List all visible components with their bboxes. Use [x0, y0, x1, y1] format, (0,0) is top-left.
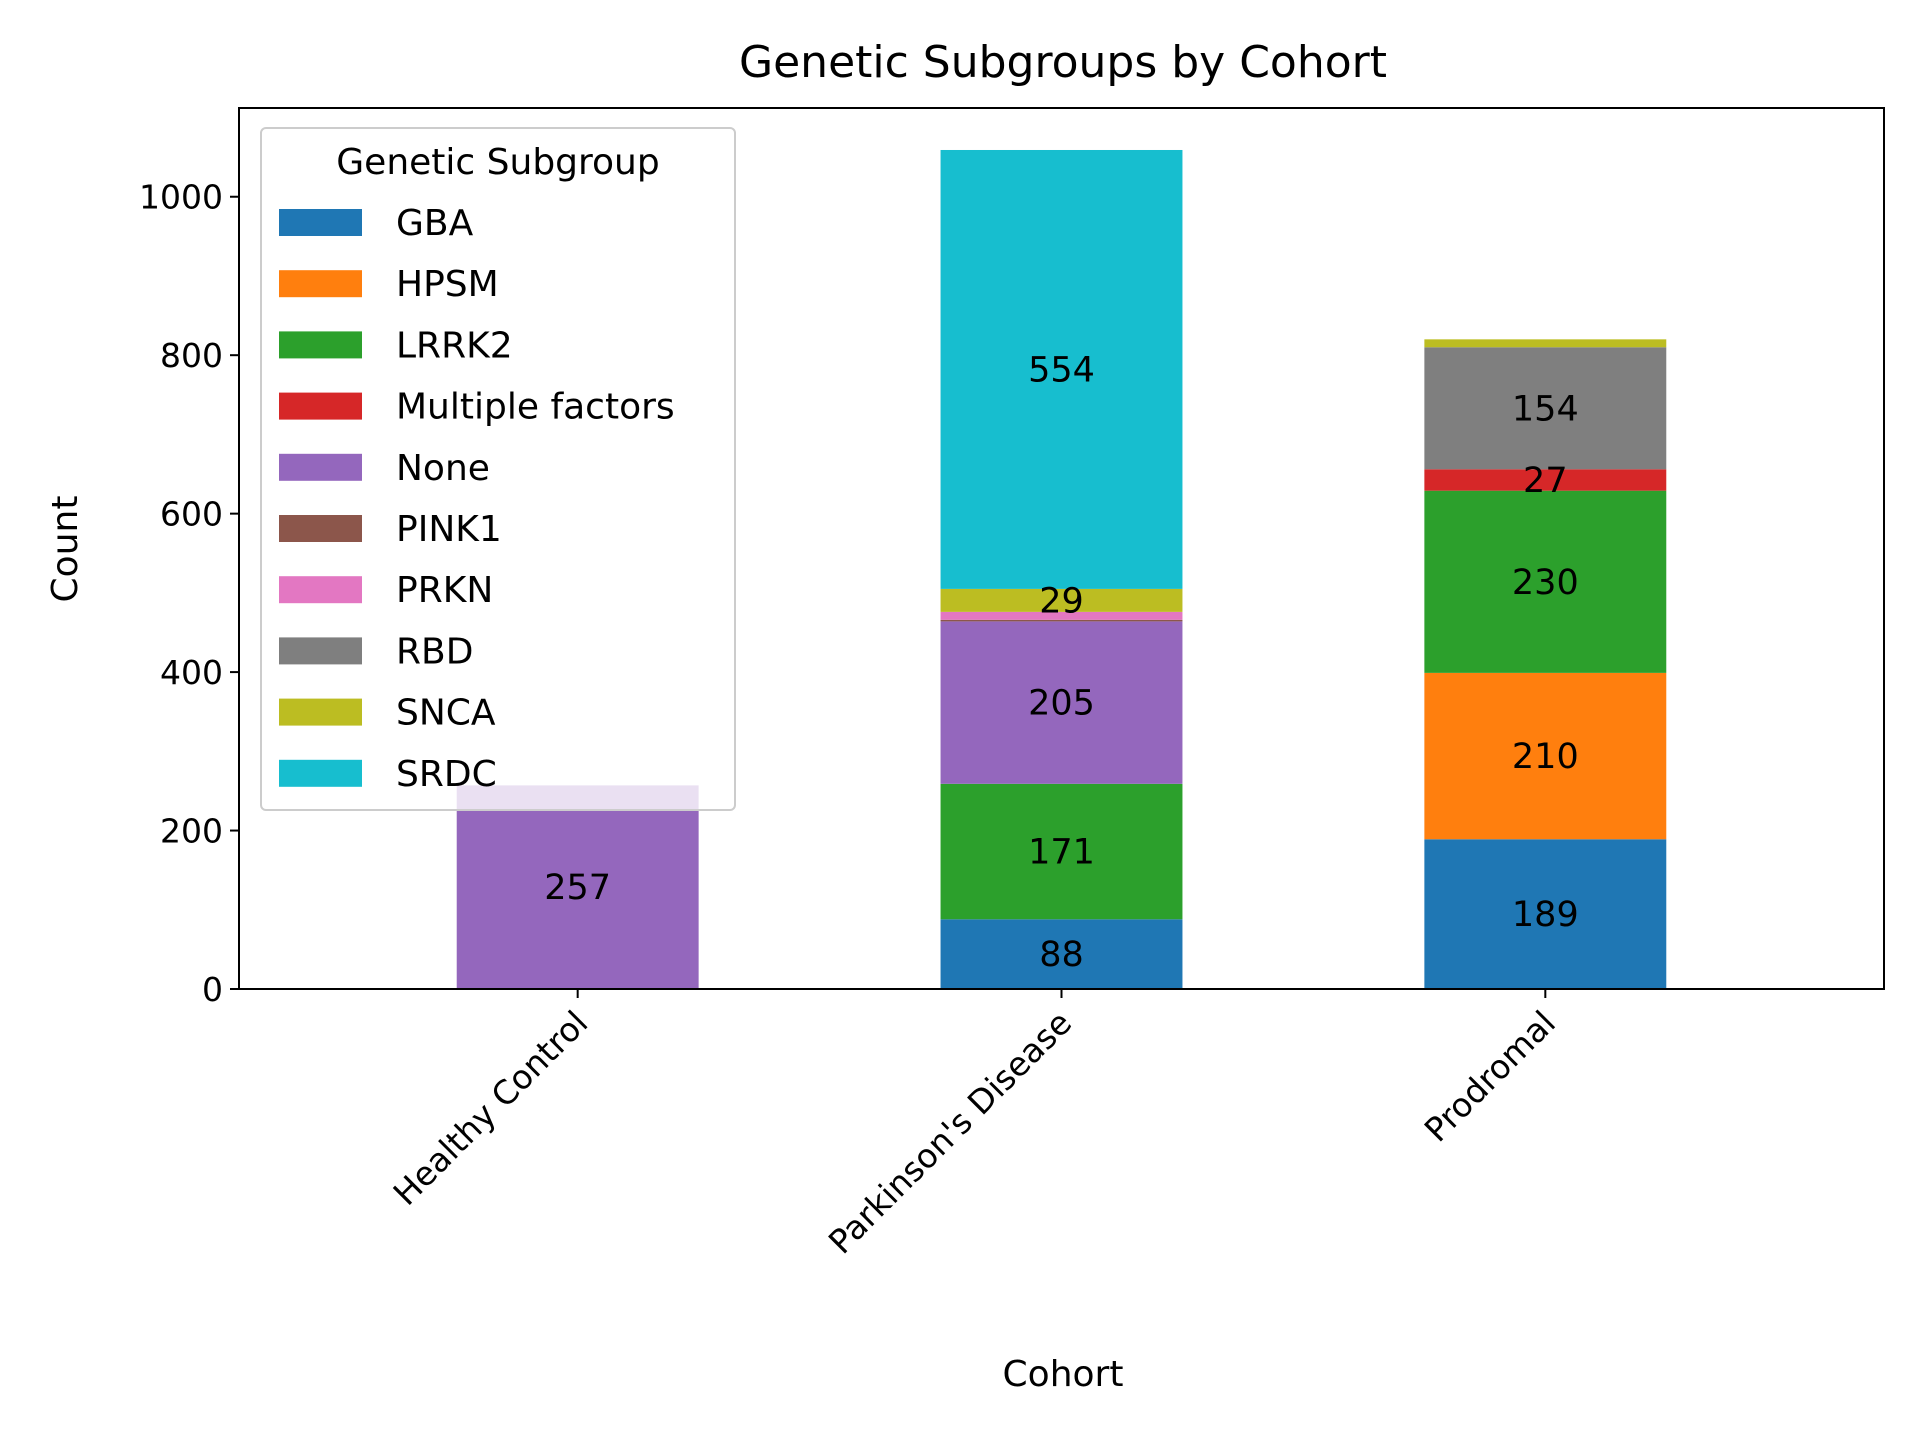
bar-parkinson-s-disease-pink1: [940, 619, 1183, 622]
y-tick-label: 800: [160, 336, 223, 375]
legend-swatch-snca: [279, 698, 362, 726]
bar-healthy-control-none: [456, 785, 699, 989]
legend-label-snca: SNCA: [396, 693, 496, 734]
legend-label-pink1: PINK1: [396, 509, 502, 550]
bar-prodromal-rbd: [1424, 347, 1667, 470]
data-label-prodromal-hpsm: 210: [1512, 737, 1579, 777]
x-tick-label-parkinson-s-disease: Parkinson's Disease: [821, 1003, 1079, 1261]
y-tick-label: 200: [160, 812, 223, 851]
data-label-parkinson-s-disease-lrrk2: 171: [1028, 833, 1095, 873]
legend-swatch-srdc: [279, 759, 362, 787]
data-label-parkinson-s-disease-none: 205: [1028, 684, 1095, 724]
legend-swatch-pink1: [279, 515, 362, 542]
legend-swatch-none: [279, 453, 362, 481]
legend: Genetic Subgroup GBA HPSM LRRK2 Multiple fac…: [260, 127, 736, 811]
bar-parkinson-s-disease-lrrk2: [940, 783, 1183, 920]
bar-parkinson-s-disease-srdc: [940, 149, 1183, 589]
legend-label-hpsm: HPSM: [396, 264, 499, 305]
data-label-prodromal-rbd: 154: [1512, 389, 1579, 429]
x-tick-label-prodromal: Prodromal: [1417, 1003, 1563, 1149]
legend-box: [260, 127, 736, 811]
chart-title: Genetic Subgroups by Cohort: [739, 37, 1387, 88]
bar-parkinson-s-disease-snca: [940, 588, 1183, 612]
bar-parkinson-s-disease-gba: [940, 919, 1183, 989]
legend-swatch-hpsm: [279, 270, 362, 298]
y-axis: 0 200 400 600 800 1000: [139, 178, 239, 1009]
data-label-prodromal-lrrk2: 230: [1512, 563, 1579, 603]
data-labels-layer: 257 88 171 205 29 554 189 210 230 27 154: [544, 350, 1578, 975]
x-axis-label: Cohort: [1003, 1354, 1124, 1395]
bar-prodromal-hpsm: [1424, 672, 1667, 840]
y-tick-label: 1000: [139, 178, 223, 217]
legend-swatch-lrrk2: [279, 331, 362, 359]
bar-prodromal-gba: [1424, 839, 1667, 989]
bars-layer: [456, 149, 1667, 989]
y-tick-label: 600: [160, 495, 223, 534]
bar-prodromal-snca: [1424, 339, 1667, 348]
y-axis-label: Count: [45, 496, 86, 603]
legend-swatch-multiple-factors: [279, 392, 362, 420]
data-label-prodromal-multiple-factors: 27: [1523, 461, 1568, 501]
legend-label-multiple-factors: Multiple factors: [396, 387, 675, 428]
bar-parkinson-s-disease-prkn: [940, 611, 1183, 620]
data-label-parkinson-s-disease-snca: 29: [1039, 581, 1084, 621]
bar-parkinson-s-disease-none: [940, 621, 1183, 784]
legend-title: Genetic Subgroup: [336, 142, 659, 183]
data-label-parkinson-s-disease-srdc: 554: [1028, 350, 1095, 390]
x-axis: Healthy Control Parkinson's Disease Prodro…: [386, 989, 1563, 1261]
legend-label-lrrk2: LRRK2: [396, 325, 513, 366]
legend-label-rbd: RBD: [396, 631, 473, 672]
y-tick-label: 0: [202, 970, 223, 1009]
data-label-parkinson-s-disease-gba: 88: [1039, 935, 1084, 975]
legend-label-none: None: [396, 448, 490, 489]
legend-swatch-gba: [279, 209, 362, 236]
legend-label-prkn: PRKN: [396, 570, 493, 611]
legend-label-gba: GBA: [396, 203, 474, 244]
data-label-prodromal-gba: 189: [1512, 895, 1579, 935]
x-tick-label-healthy-control: Healthy Control: [386, 1003, 596, 1213]
y-tick-label: 400: [160, 653, 223, 692]
data-label-healthy-control-none: 257: [544, 868, 611, 908]
legend-swatch-rbd: [279, 637, 362, 665]
bar-prodromal-lrrk2: [1424, 490, 1667, 673]
bar-prodromal-multiple-factors: [1424, 469, 1667, 491]
legend-swatch-prkn: [279, 576, 362, 604]
legend-label-srdc: SRDC: [396, 754, 497, 795]
